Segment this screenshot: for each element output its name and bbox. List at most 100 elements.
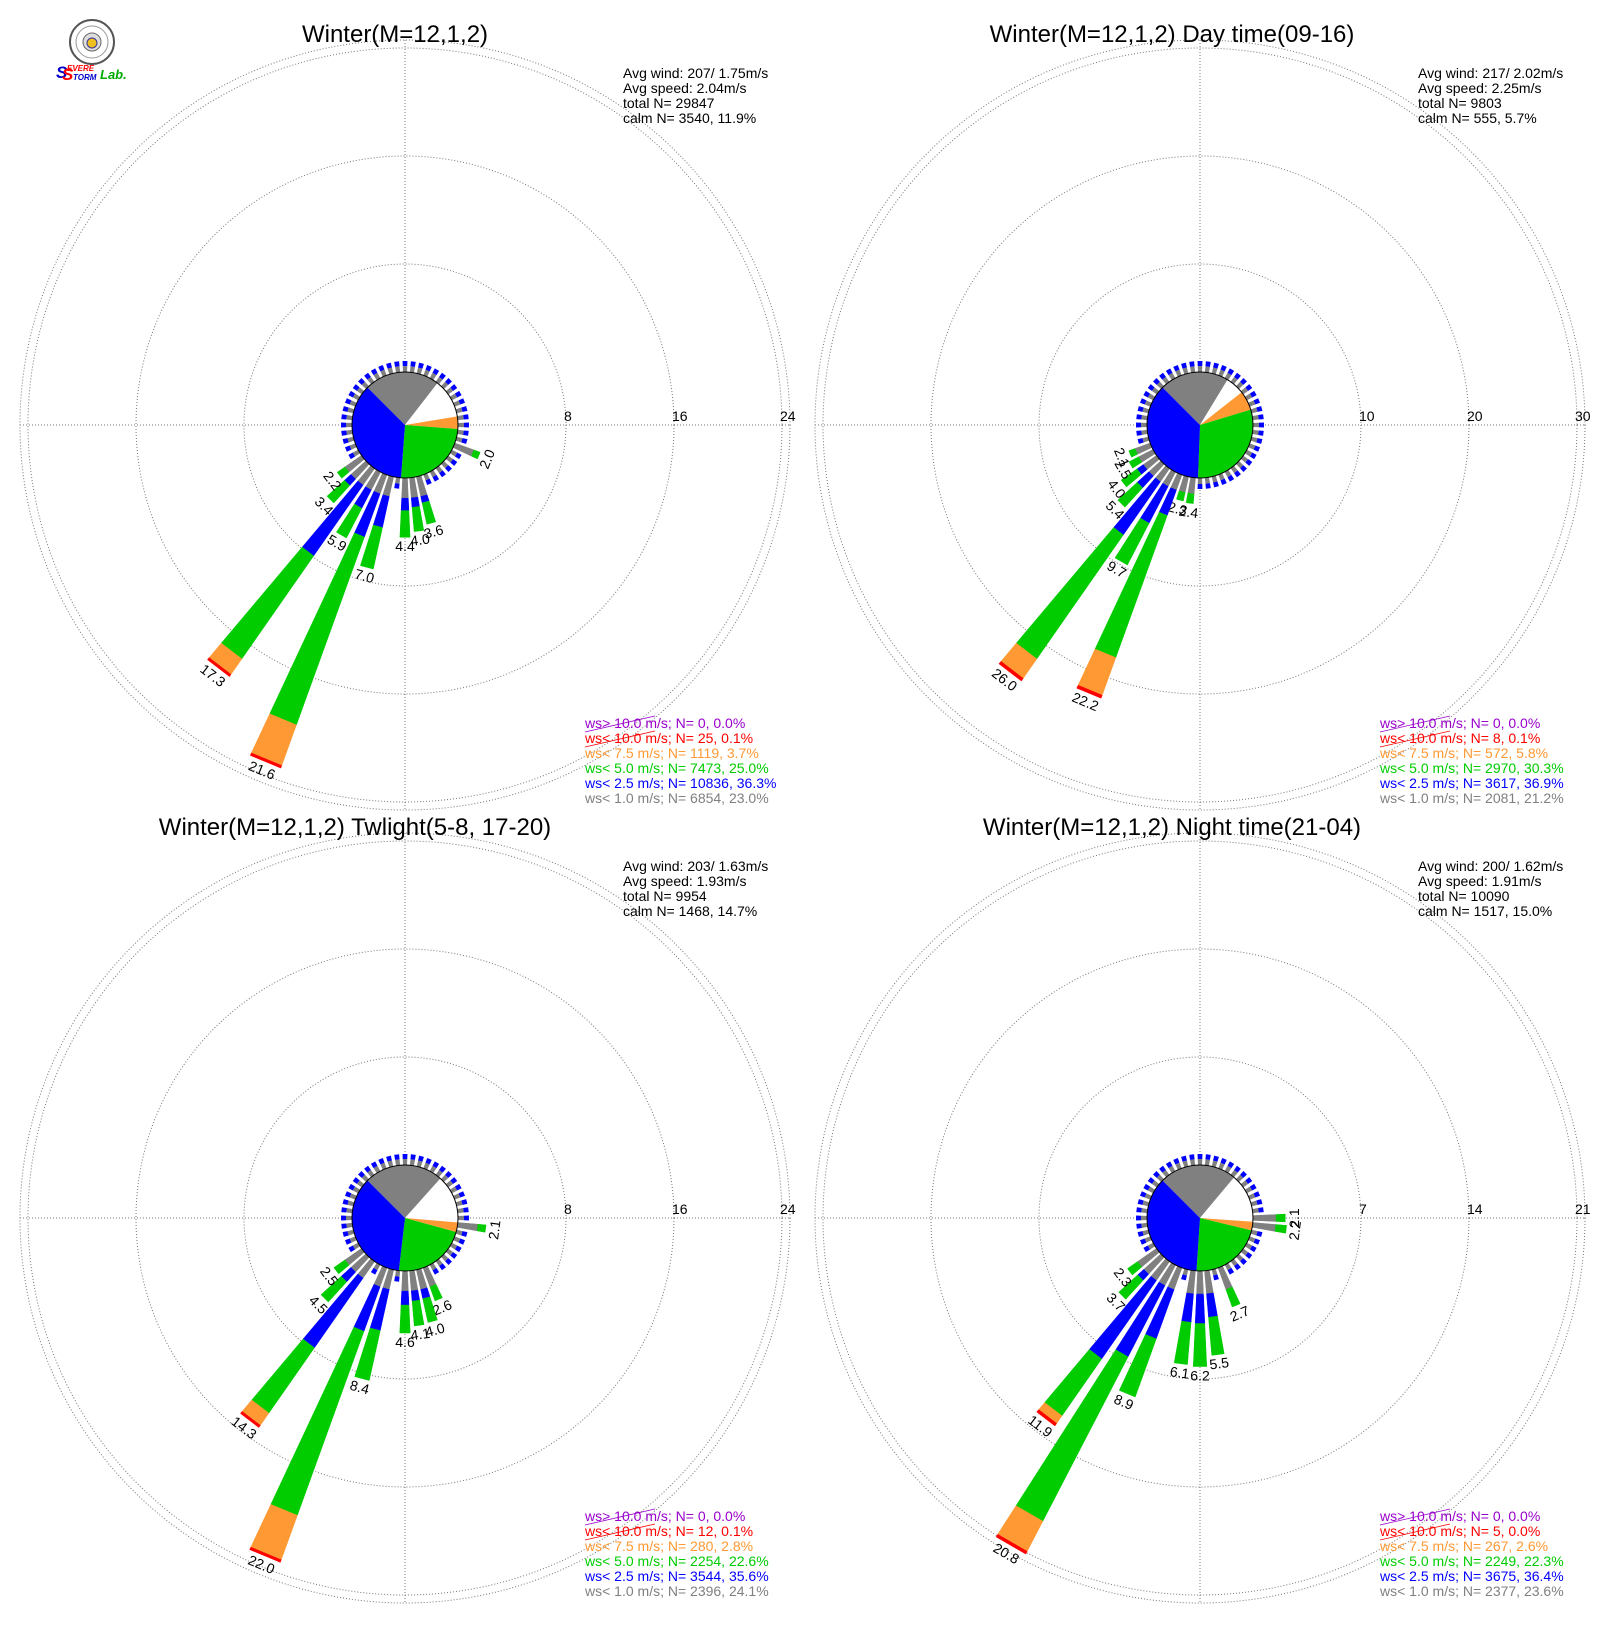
minor-bar-blue (1153, 1171, 1160, 1178)
minor-bar-calm (1147, 1242, 1156, 1250)
minor-bar-calm (1197, 477, 1203, 484)
stat-line: total N= 29847 (623, 95, 715, 111)
legend-entry: ws> 10.0 m/s; N= 0, 0.0% (584, 715, 745, 731)
bar-segment (326, 479, 351, 504)
minor-bar-calm (445, 387, 454, 395)
minor-bar-blue (341, 1223, 347, 1229)
stat-line: calm N= 1468, 14.7% (623, 903, 757, 919)
minor-bar-calm (1162, 376, 1170, 385)
minor-bar-calm (445, 455, 454, 463)
minor-bar-blue (1249, 1245, 1257, 1253)
minor-bar-blue (1220, 478, 1227, 486)
minor-bar-blue (1159, 372, 1166, 380)
minor-bar-calm (1141, 415, 1148, 421)
minor-bar-calm (1211, 475, 1218, 483)
minor-bar-blue (463, 1207, 469, 1213)
windrose-panel-3: 8 16 242.12.64.04.14.68.422.014.34.52.5Win… (19, 814, 796, 1604)
minor-bar-blue (1139, 1191, 1147, 1198)
minor-bar-calm (367, 1169, 375, 1178)
bar-segment (400, 1290, 410, 1306)
minor-bar-blue (1234, 470, 1241, 478)
stat-line: Avg wind: 207/ 1.75m/s (623, 65, 768, 81)
minor-bar-blue (1245, 1177, 1253, 1184)
minor-bar-blue (450, 459, 458, 466)
minor-bar-blue (450, 384, 458, 391)
minor-bar-calm (423, 1162, 430, 1170)
minor-bar-blue (461, 1231, 468, 1237)
minor-bar-calm (1244, 393, 1253, 401)
minor-bar-calm (1197, 1159, 1203, 1166)
minor-bar-blue (342, 406, 349, 412)
minor-bar-blue (1249, 390, 1257, 398)
pie-slice (1198, 409, 1253, 478)
minor-bar-blue (394, 483, 400, 489)
bar-value-label: 2.4 (1178, 503, 1200, 521)
minor-bar-blue (1240, 1171, 1247, 1178)
minor-bar-calm (352, 393, 361, 401)
minor-bar-blue (1220, 1157, 1227, 1165)
minor-bar-blue (1213, 481, 1219, 488)
minor-bar-blue (454, 452, 462, 460)
legend-strike (584, 1523, 656, 1541)
minor-bar-blue (1227, 1267, 1235, 1275)
minor-bar-calm (1175, 369, 1182, 377)
legend-strike (1379, 715, 1451, 733)
minor-bar-blue (1136, 1207, 1142, 1213)
minor-bar-blue (1240, 465, 1247, 472)
legend-strike (1379, 1523, 1451, 1541)
bar-segment (251, 1338, 315, 1414)
minor-bar-calm (1141, 1215, 1148, 1221)
minor-bar-blue (344, 445, 352, 452)
minor-bar-blue (418, 362, 424, 369)
legend-entry: ws> 10.0 m/s; N= 0, 0.0% (584, 1508, 745, 1524)
minor-bar-calm (380, 1162, 387, 1170)
minor-bar-calm (455, 1200, 463, 1207)
stat-line: calm N= 555, 5.7% (1418, 110, 1537, 126)
minor-bar-calm (347, 1229, 355, 1236)
minor-bar-calm (1218, 369, 1225, 377)
minor-bar-blue (1227, 1161, 1235, 1169)
minor-bar-blue (418, 1155, 424, 1162)
minor-bar-blue (463, 430, 469, 436)
minor-bar-calm (445, 1248, 454, 1256)
minor-bar-blue (342, 1231, 349, 1237)
bar-segment (336, 503, 363, 539)
minor-bar-calm (445, 1180, 454, 1188)
minor-bar-calm (1190, 1159, 1196, 1166)
minor-bar-calm (435, 465, 443, 474)
minor-bar-calm (453, 1193, 461, 1200)
bar-segment (1117, 482, 1143, 508)
legend-entry: ws> 10.0 m/s; N= 0, 0.0% (1379, 715, 1540, 731)
minor-bar-calm (1230, 1258, 1238, 1267)
minor-bar-calm (455, 407, 463, 414)
ring-label: 14 (1467, 1201, 1483, 1217)
legend-entry: ws> 10.0 m/s; N= 0, 0.0% (1379, 1508, 1540, 1524)
pie-slice (398, 1218, 457, 1271)
legend-strike (584, 1508, 656, 1526)
minor-bar-calm (1236, 1174, 1244, 1182)
minor-bar-calm (1142, 1229, 1150, 1236)
minor-bar-calm (1230, 1169, 1238, 1178)
pie-outline (1146, 371, 1254, 479)
minor-bar-calm (449, 1242, 458, 1250)
minor-bar-calm (1236, 1254, 1244, 1262)
minor-bar-blue (445, 378, 452, 385)
legend-entry: ws< 1.0 m/s; N= 2081, 21.2% (1379, 790, 1564, 806)
panel-title: Winter(M=12,1,2) Twlight(5-8, 17-20) (159, 814, 551, 841)
minor-bar-calm (441, 1174, 449, 1182)
minor-bar-blue (1245, 459, 1253, 466)
minor-bar-blue (1245, 384, 1253, 391)
minor-bar-blue (1159, 1165, 1166, 1173)
minor-bar-calm (387, 1160, 394, 1168)
minor-bar-blue (348, 1245, 356, 1253)
minor-bar-blue (439, 1165, 446, 1173)
bar-segment (1251, 1222, 1277, 1232)
minor-bar-calm (1182, 1268, 1189, 1276)
minor-bar-blue (1137, 438, 1144, 444)
bar-value-label: 2.1 (485, 1219, 503, 1241)
pie-slice (401, 425, 458, 479)
minor-bar-blue (364, 372, 371, 380)
stat-line: total N= 9954 (623, 888, 707, 904)
pie-slice (405, 1178, 459, 1223)
